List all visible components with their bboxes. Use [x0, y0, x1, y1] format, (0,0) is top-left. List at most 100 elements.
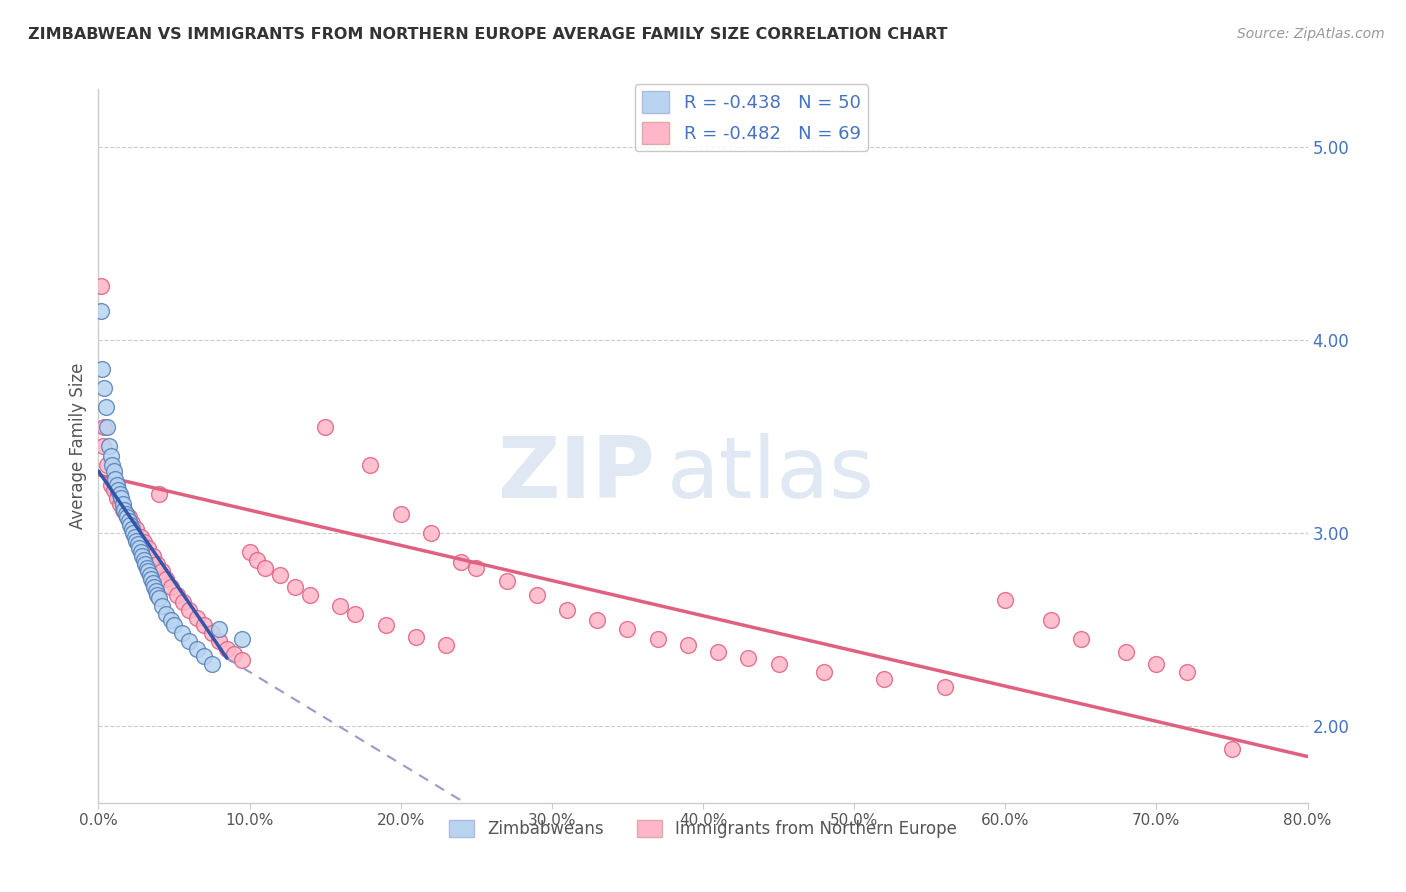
Point: [676, 638, 699, 652]
Point: [115, 510, 138, 524]
Point: [1175, 665, 1198, 679]
Point: [105, 477, 128, 491]
Point: [105, 491, 128, 505]
Point: [101, 458, 124, 473]
Point: [420, 525, 443, 540]
Point: [737, 651, 759, 665]
Point: [125, 533, 148, 548]
Point: [166, 587, 188, 601]
Point: [208, 622, 231, 636]
Point: [172, 595, 194, 609]
Point: [1039, 613, 1062, 627]
Point: [299, 587, 322, 601]
Point: [405, 630, 427, 644]
Point: [143, 580, 166, 594]
Point: [179, 603, 201, 617]
Point: [146, 557, 169, 571]
Point: [100, 477, 122, 491]
Point: [148, 487, 170, 501]
Point: [145, 583, 167, 598]
Point: [450, 555, 472, 569]
Point: [994, 593, 1017, 607]
Point: [93, 419, 115, 434]
Point: [132, 553, 155, 567]
Point: [114, 507, 136, 521]
Point: [150, 599, 173, 613]
Point: [108, 487, 131, 501]
Point: [465, 560, 488, 574]
Point: [269, 568, 291, 582]
Point: [231, 653, 253, 667]
Point: [112, 502, 135, 516]
Point: [91, 362, 114, 376]
Point: [208, 633, 231, 648]
Point: [136, 541, 159, 556]
Point: [93, 381, 115, 395]
Point: [1070, 632, 1092, 646]
Point: [91, 439, 114, 453]
Point: [96, 458, 118, 473]
Point: [934, 680, 956, 694]
Point: [139, 568, 162, 582]
Point: [586, 613, 609, 627]
Point: [170, 626, 193, 640]
Point: [155, 572, 177, 586]
Point: [314, 419, 336, 434]
Text: ZIP: ZIP: [496, 433, 655, 516]
Point: [103, 483, 125, 498]
Point: [131, 549, 153, 563]
Point: [329, 599, 352, 613]
Point: [647, 632, 669, 646]
Point: [125, 522, 148, 536]
Point: [179, 633, 201, 648]
Point: [146, 587, 169, 601]
Point: [555, 603, 578, 617]
Point: [1115, 645, 1137, 659]
Point: [118, 514, 141, 528]
Y-axis label: Average Family Size: Average Family Size: [69, 363, 87, 529]
Point: [104, 472, 127, 486]
Point: [127, 537, 149, 551]
Point: [141, 572, 163, 586]
Point: [253, 560, 276, 574]
Point: [495, 574, 517, 588]
Text: Source: ZipAtlas.com: Source: ZipAtlas.com: [1237, 27, 1385, 41]
Point: [707, 645, 730, 659]
Point: [239, 545, 262, 559]
Point: [873, 673, 896, 687]
Point: [103, 464, 125, 478]
Point: [90, 304, 112, 318]
Point: [526, 587, 548, 601]
Point: [129, 545, 152, 559]
Point: [142, 549, 165, 563]
Point: [124, 530, 146, 544]
Point: [186, 610, 208, 624]
Point: [215, 641, 238, 656]
Point: [246, 553, 269, 567]
Point: [122, 525, 145, 540]
Point: [155, 607, 177, 621]
Point: [90, 279, 112, 293]
Point: [108, 497, 131, 511]
Legend: Zimbabweans, Immigrants from Northern Europe: Zimbabweans, Immigrants from Northern Eu…: [441, 813, 965, 845]
Point: [121, 522, 143, 536]
Point: [389, 507, 412, 521]
Point: [100, 449, 122, 463]
Point: [128, 541, 150, 556]
Point: [193, 618, 215, 632]
Point: [434, 638, 457, 652]
Point: [121, 516, 143, 530]
Point: [186, 641, 208, 656]
Point: [107, 483, 129, 498]
Point: [813, 665, 835, 679]
Point: [98, 439, 121, 453]
Point: [284, 580, 307, 594]
Point: [150, 565, 173, 579]
Point: [224, 648, 246, 662]
Point: [344, 607, 367, 621]
Point: [201, 657, 224, 671]
Point: [111, 497, 134, 511]
Point: [616, 622, 638, 636]
Point: [142, 576, 165, 591]
Point: [193, 649, 215, 664]
